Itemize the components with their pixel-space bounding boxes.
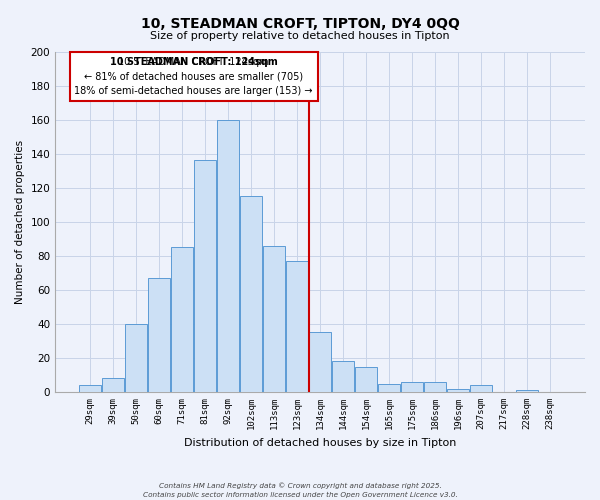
- Bar: [125, 324, 147, 392]
- Text: Contains HM Land Registry data © Crown copyright and database right 2025.
Contai: Contains HM Land Registry data © Crown c…: [143, 482, 457, 498]
- Bar: [355, 366, 377, 392]
- Bar: [217, 120, 239, 392]
- Bar: [516, 390, 538, 392]
- Bar: [102, 378, 124, 392]
- Y-axis label: Number of detached properties: Number of detached properties: [15, 140, 25, 304]
- Bar: [148, 278, 170, 392]
- Bar: [286, 261, 308, 392]
- Text: Size of property relative to detached houses in Tipton: Size of property relative to detached ho…: [150, 31, 450, 41]
- Bar: [194, 160, 216, 392]
- Bar: [424, 382, 446, 392]
- Bar: [263, 246, 285, 392]
- Bar: [332, 362, 354, 392]
- Text: 10 STEADMAN CROFT: 124sqm: 10 STEADMAN CROFT: 124sqm: [110, 56, 278, 66]
- X-axis label: Distribution of detached houses by size in Tipton: Distribution of detached houses by size …: [184, 438, 456, 448]
- Text: 10, STEADMAN CROFT, TIPTON, DY4 0QQ: 10, STEADMAN CROFT, TIPTON, DY4 0QQ: [140, 18, 460, 32]
- Bar: [309, 332, 331, 392]
- Bar: [240, 196, 262, 392]
- Text: 10 STEADMAN CROFT: 124sqm
← 81% of detached houses are smaller (705)
18% of semi: 10 STEADMAN CROFT: 124sqm ← 81% of detac…: [74, 56, 313, 96]
- Bar: [79, 385, 101, 392]
- Bar: [447, 388, 469, 392]
- Bar: [470, 385, 492, 392]
- Bar: [401, 382, 423, 392]
- Bar: [171, 248, 193, 392]
- Bar: [378, 384, 400, 392]
